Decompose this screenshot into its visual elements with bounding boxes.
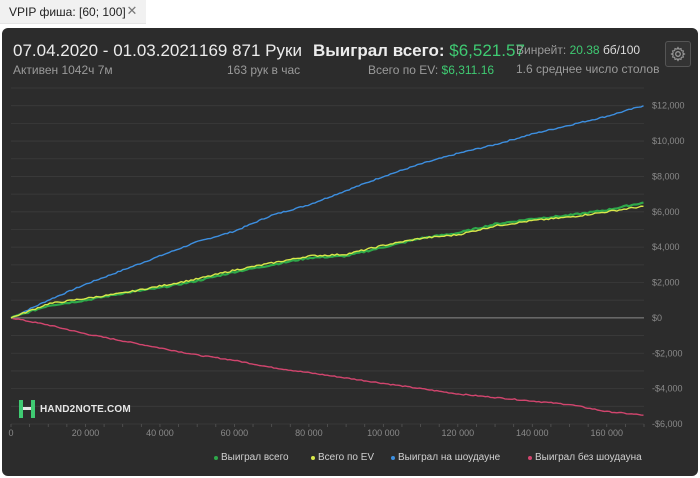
x-tick-label: 140 000 [516,428,549,438]
legend-label: Всего по EV [318,452,375,463]
legend-item-ev[interactable]: Всего по EV [311,452,374,463]
logo-text: HAND2NOTE.COM [40,403,131,415]
chart-grid [10,87,645,427]
x-axis: 0 20 000 40 000 60 000 80 000 100 000 120 000 1… [8,428,623,438]
y-tick-label: $10,000 [652,136,685,146]
legend-label: Выиграл без шоудауна [535,452,642,463]
legend-swatch [391,455,395,460]
x-tick-label: 60 000 [221,428,249,438]
total-won-label: Выиграл всего: [313,41,445,60]
total-ev-value: $6,311.16 [441,63,495,77]
hands-per-hour: 163 рук в час [227,63,301,77]
x-tick-label: 100 000 [367,428,400,438]
settings-button[interactable] [665,41,691,67]
profit-chart: $12,000 $10,000 $8,000 $6,000 $4,000 $2,000 $0… [8,87,685,438]
y-tick-label: $4,000 [652,242,680,252]
date-range: 07.04.2020 - 01.03.2021 [13,41,199,60]
x-tick-label: 80 000 [295,428,323,438]
series-line [10,201,644,319]
y-tick-label: -$4,000 [652,384,683,394]
winrate-label: Винрейт: [516,43,567,57]
h2n-logo-icon [19,400,35,418]
x-tick-label: 20 000 [72,428,100,438]
x-tick-label: 160 000 [590,428,623,438]
legend-swatch [214,455,218,460]
legend-item-won[interactable]: Выиграл всего [214,452,289,463]
legend-swatch [311,455,315,460]
y-tick-label: $0 [652,313,662,323]
series-line [10,105,644,319]
legend-swatch [528,455,532,460]
close-icon[interactable]: ✕ [126,3,138,18]
winrate: Винрейт: 20.38 бб/100 [516,43,640,57]
total-won-value: $6,521.57 [449,41,525,60]
series-line [10,205,644,319]
series-line [10,317,644,416]
y-tick-label: -$2,000 [652,348,683,358]
legend-label: Выиграл на шоудауне [398,452,501,463]
x-tick-label: 0 [8,428,13,438]
tab-label: VPIP фиша: [60; 100] [9,4,126,19]
total-ev-label: Всего по EV: [368,63,439,77]
y-tick-label: $8,000 [652,171,680,181]
hand2note-logo: HAND2NOTE.COM [18,398,131,420]
y-tick-label: $2,000 [652,278,680,288]
y-tick-label: $12,000 [652,101,685,111]
gear-icon [670,46,686,62]
legend-label: Выиграл всего [221,452,289,463]
total-ev: Всего по EV: $6,311.16 [368,63,494,77]
winrate-unit: бб/100 [602,43,641,57]
y-tick-label: -$6,000 [652,419,683,429]
tab-strip: VPIP фиша: [60; 100] ✕ [0,0,700,24]
legend-item-showdown[interactable]: Выиграл на шоудауне [391,452,500,463]
chart-legend: Выиграл всего Всего по EV Выиграл на шоу… [2,452,698,466]
avg-tables: 1.6 среднее число столов [516,62,660,76]
x-tick-label: 120 000 [442,428,475,438]
hands-count: 169 871 Руки [199,41,302,60]
report-panel: 07.04.2020 - 01.03.2021 Активен 1042ч 7м… [2,28,698,476]
x-tick-label: 40 000 [146,428,174,438]
y-axis: $12,000 $10,000 $8,000 $6,000 $4,000 $2,000 $0… [652,101,685,429]
y-tick-label: $6,000 [652,207,680,217]
total-won: Выиграл всего: $6,521.57 [313,41,525,61]
chart-series [10,105,644,416]
active-time: Активен 1042ч 7м [13,63,113,77]
winrate-value: 20.38 [569,43,600,57]
tab-vpip-fish[interactable]: VPIP фиша: [60; 100] ✕ [0,0,146,24]
legend-item-nonshowdown[interactable]: Выиграл без шоудауна [528,452,642,463]
